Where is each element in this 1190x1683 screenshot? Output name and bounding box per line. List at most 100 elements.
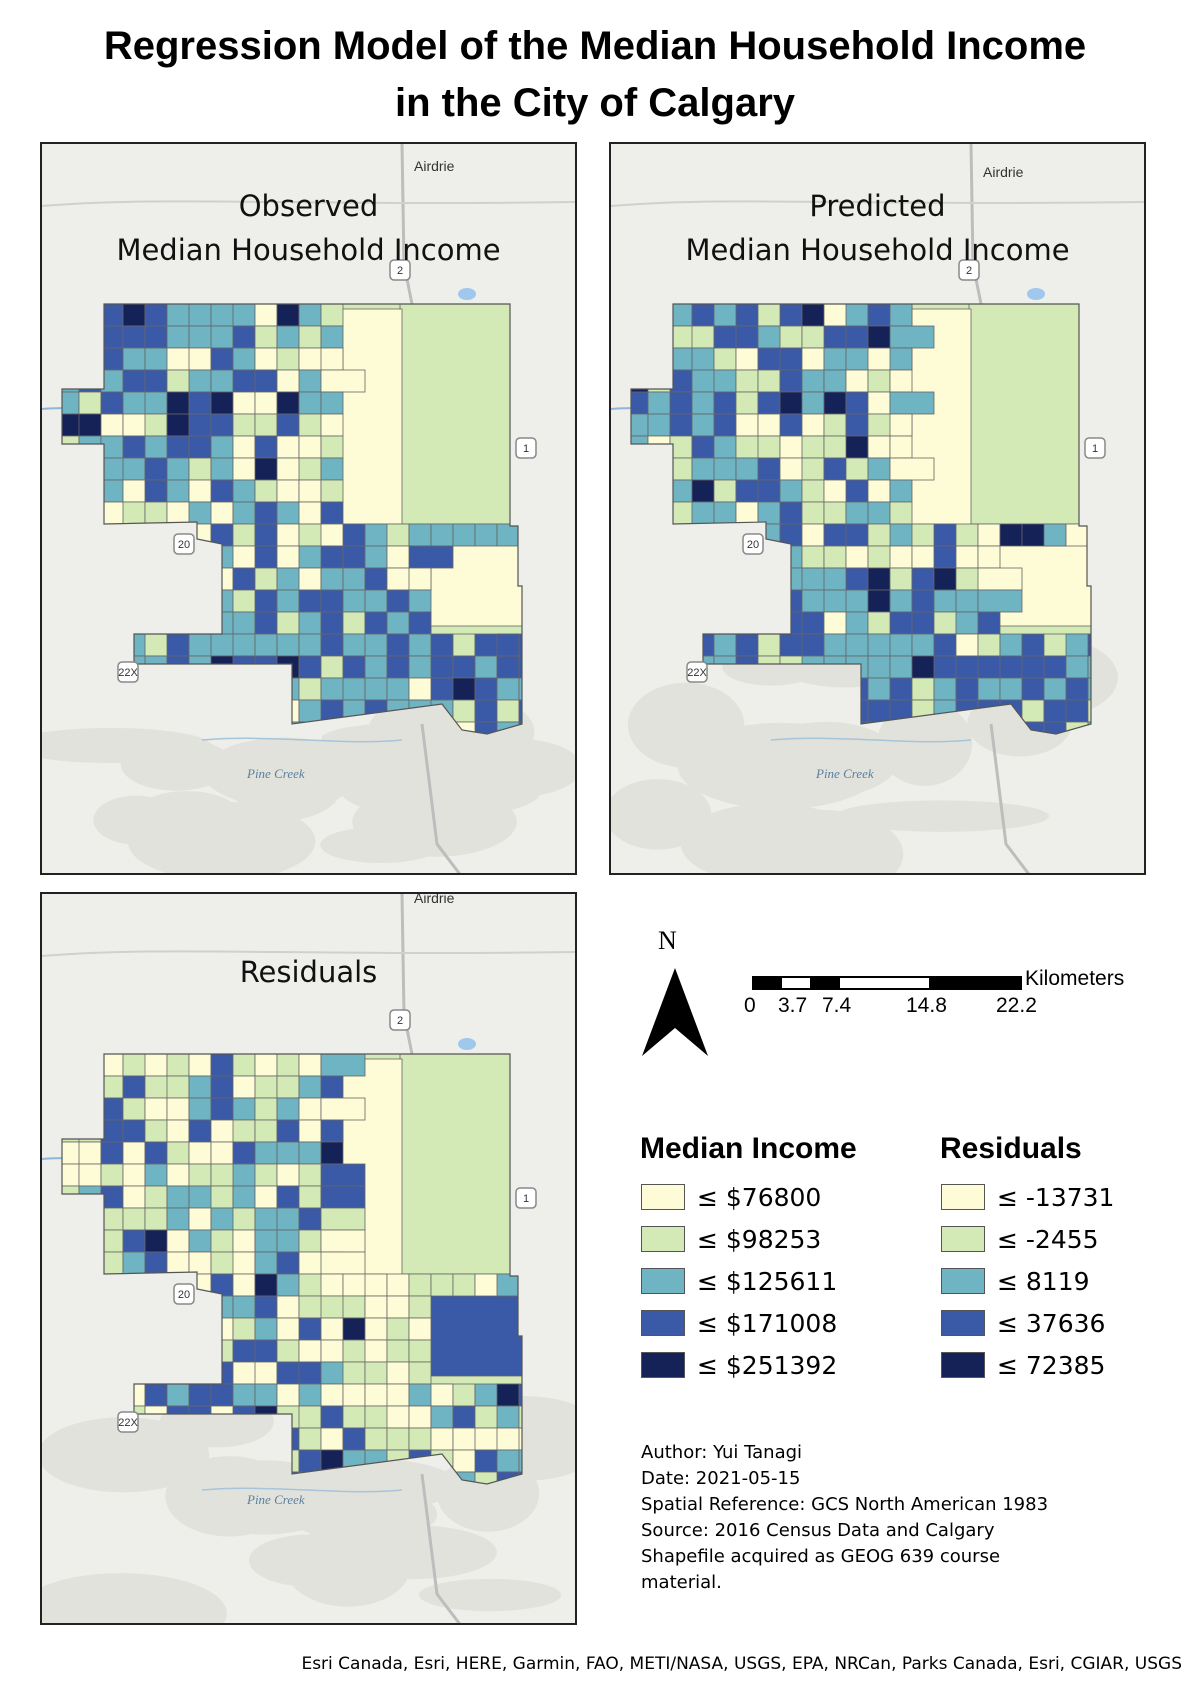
census-tract [144,1054,168,1077]
census-tract [1021,633,1045,657]
census-tract [254,369,278,393]
census-tract [631,325,649,349]
census-tract [78,457,102,481]
census-tract [320,545,344,569]
census-tract [78,1163,102,1187]
census-tract [320,347,344,371]
census-tract [342,633,366,657]
census-tract [691,479,715,503]
census-tract [188,1097,212,1121]
census-tract [62,1339,80,1363]
census-tract [1043,523,1067,547]
airdrie-label: Airdrie [414,892,455,906]
predicted-title-line1: Predicted [809,189,946,223]
census-tract [100,1317,146,1341]
census-tract [801,699,825,723]
airdrie-label: Airdrie [983,164,1024,180]
census-tract [518,1273,522,1297]
census-tract [1021,677,1045,701]
census-tract [518,677,522,701]
census-tract [122,1273,168,1297]
census-tract [188,1075,212,1099]
census-tract [452,655,476,679]
census-tract [933,589,957,613]
census-tract [408,523,432,547]
income-legend-item: ≤ $76800 [641,1182,821,1212]
census-tract [78,391,102,415]
census-tract [364,677,388,701]
census-tract [62,501,102,525]
census-tract [845,501,869,525]
census-tract [298,501,322,525]
census-tract [691,413,715,437]
census-tract [188,304,212,327]
census-tract [254,567,278,591]
census-tract [100,413,124,437]
observed-map-panel: 2 1 20 22X Observed Median Household Income… [40,142,577,875]
census-tract [144,413,168,437]
census-tract [430,1273,454,1297]
census-tract [232,501,256,525]
census-tract [298,391,322,415]
census-tract [254,347,278,371]
census-tract [452,677,476,701]
census-tract [62,435,80,459]
terrain-shade [248,1534,374,1587]
census-tract [62,1097,80,1121]
census-tract [210,699,234,723]
minor-road [42,950,575,957]
census-tract [62,589,80,613]
basemap-credits: Esri Canada, Esri, HERE, Garmin, FAO, ME… [301,1654,1182,1674]
census-tract [276,677,300,701]
census-tract [62,457,80,481]
census-tract [144,1207,168,1231]
terrain-shade [834,800,1049,832]
terrain-shade [418,1578,562,1612]
census-tract [100,1339,146,1363]
income-legend-title: Median Income [640,1132,857,1165]
census-tract [166,1339,190,1363]
census-tract [631,589,649,613]
census-tract [254,479,278,503]
census-tract [342,545,366,569]
census-tract [757,589,781,613]
census-tract [254,1054,278,1077]
census-tract [122,457,146,481]
census-tract [320,633,344,657]
census-tract [188,699,234,723]
income-legend-label: ≤ $76800 [697,1182,822,1212]
census-tract [889,479,913,503]
census-tract [647,633,671,657]
scale-tick-3: 14.8 [906,994,947,1017]
census-tract [232,1141,256,1165]
census-tract [364,1295,388,1319]
census-tract [320,1339,344,1363]
census-tract [62,304,102,327]
census-tract [122,347,146,371]
census-tract [232,391,256,415]
census-tract [691,545,715,569]
census-tract [801,523,825,547]
census-tract [801,391,825,415]
census-tract [713,391,737,415]
census-tract [188,457,212,481]
census-tract [78,545,124,569]
census-tract [757,633,781,657]
census-tract [276,1273,300,1297]
census-tract [430,1383,454,1407]
census-tract [100,391,124,415]
census-tract [735,611,759,635]
census-tract [801,369,825,393]
predicted-title-line2: Median Household Income [685,233,1070,267]
census-tract [452,1383,476,1407]
predicted-map-canvas: 2 1 20 22X [611,144,1144,873]
census-tract [631,545,649,569]
census-tract [691,589,715,613]
census-tract [232,1251,256,1275]
census-tract [889,413,913,437]
census-tract [342,1317,366,1341]
census-tract [100,567,146,591]
census-tract [166,567,190,591]
census-tract [298,1317,322,1341]
census-tract [889,501,913,525]
